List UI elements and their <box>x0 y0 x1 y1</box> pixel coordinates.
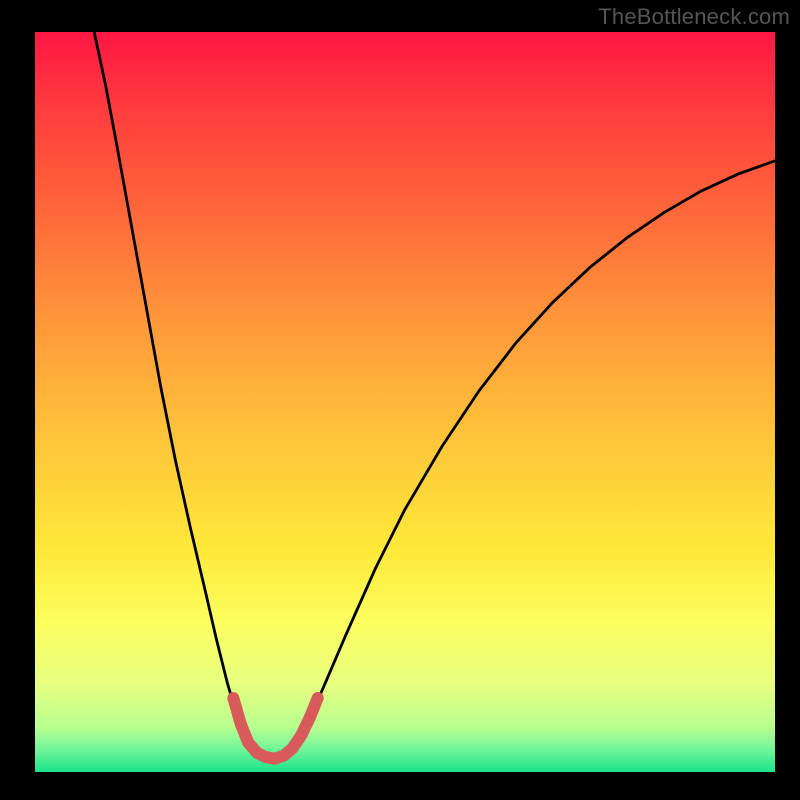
highlight-markers <box>35 32 775 772</box>
chart-stage: TheBottleneck.com <box>0 0 800 800</box>
watermark-text: TheBottleneck.com <box>598 4 790 30</box>
plot-inner <box>35 32 775 772</box>
plot-frame <box>35 32 775 772</box>
